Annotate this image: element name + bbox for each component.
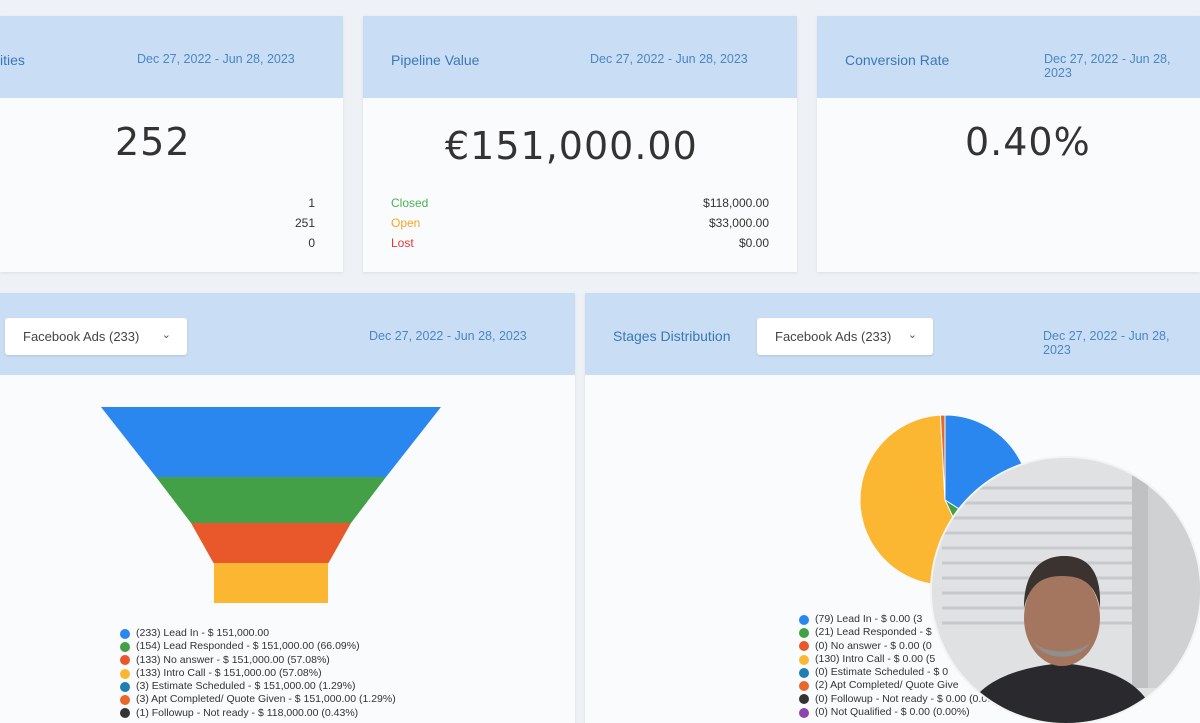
opportunities-card: ities Dec 27, 2022 - Jun 28, 2023 252 1 … bbox=[0, 16, 343, 272]
legend-item: (3) Apt Completed/ Quote Given - $ 151,0… bbox=[120, 693, 396, 706]
legend-item: (2) Apt Completed/ Quote Give bbox=[799, 679, 1006, 692]
legend-dot-icon bbox=[120, 681, 130, 692]
legend-label: (133) No answer - $ 151,000.00 (57.08%) bbox=[136, 653, 330, 666]
chevron-down-icon: ⌄ bbox=[161, 329, 171, 341]
legend-dot-icon bbox=[120, 641, 130, 652]
legend-dot-icon bbox=[799, 614, 809, 625]
stages-source-dropdown[interactable]: Facebook Ads (233) ⌄ bbox=[757, 318, 933, 355]
legend-item: (79) Lead In - $ 0.00 (3 bbox=[799, 613, 1006, 626]
conversion-date-range: Dec 27, 2022 - Jun 28, 2023 bbox=[1044, 52, 1171, 80]
legend-label: (0) Not Qualified - $ 0.00 (0.00%) bbox=[815, 706, 970, 719]
stages-source-dropdown-value: Facebook Ads (233) bbox=[775, 329, 892, 344]
legend-item: (0) Not Qualified - $ 0.00 (0.00%) bbox=[799, 706, 1006, 719]
legend-label: (0) Followup - Not ready - $ 0.00 (0.00%… bbox=[815, 692, 1006, 705]
legend-item: (21) Lead Responded - $ bbox=[799, 626, 1006, 639]
legend-item: (0) Estimate Scheduled - $ 0 bbox=[799, 666, 1006, 679]
conversion-card-header: Conversion Rate Dec 27, 2022 - Jun 28, 2… bbox=[817, 16, 1200, 98]
conversion-rate-card: Conversion Rate Dec 27, 2022 - Jun 28, 2… bbox=[817, 16, 1200, 272]
opportunities-row-3: 0 bbox=[308, 236, 315, 250]
legend-label: (2) Apt Completed/ Quote Give bbox=[815, 679, 959, 692]
funnel-segment-lead-in[interactable] bbox=[101, 407, 441, 477]
pipeline-value-card: Pipeline Value Dec 27, 2022 - Jun 28, 20… bbox=[363, 16, 797, 272]
funnel-legend: (233) Lead In - $ 151,000.00 (154) Lead R… bbox=[120, 627, 396, 720]
legend-item: (0) No answer - $ 0.00 (0 bbox=[799, 640, 1006, 653]
legend-label: (130) Intro Call - $ 0.00 (5 bbox=[815, 652, 936, 665]
presenter-video-icon bbox=[932, 458, 1200, 723]
legend-label: (0) Estimate Scheduled - $ 0 bbox=[815, 666, 949, 679]
legend-item: (3) Estimate Scheduled - $ 151,000.00 (1… bbox=[120, 680, 396, 693]
conversion-card-title: Conversion Rate bbox=[845, 52, 950, 68]
chevron-down-icon: ⌄ bbox=[907, 329, 917, 341]
funnel-source-dropdown[interactable]: Facebook Ads (233) ⌄ bbox=[5, 318, 187, 355]
pipeline-total-value: €151,000.00 bbox=[445, 124, 698, 168]
legend-dot-icon bbox=[799, 627, 809, 638]
pipeline-lost-label: Lost bbox=[391, 236, 414, 250]
legend-label: (3) Estimate Scheduled - $ 151,000.00 (1… bbox=[136, 680, 356, 693]
legend-label: (3) Apt Completed/ Quote Given - $ 151,0… bbox=[136, 693, 396, 706]
legend-label: (233) Lead In - $ 151,000.00 bbox=[136, 627, 270, 639]
legend-item: (154) Lead Responded - $ 151,000.00 (66.… bbox=[120, 640, 396, 653]
pipeline-open-label: Open bbox=[391, 216, 421, 230]
legend-dot-icon bbox=[799, 707, 809, 718]
legend-dot-icon bbox=[120, 668, 130, 679]
legend-dot-icon bbox=[120, 695, 130, 706]
legend-label: (133) Intro Call - $ 151,000.00 (57.08%) bbox=[136, 666, 322, 679]
opportunities-date-range: Dec 27, 2022 - Jun 28, 2023 bbox=[137, 52, 295, 66]
opportunities-row-2: 251 bbox=[294, 216, 315, 230]
pipeline-open-amount: $33,000.00 bbox=[708, 216, 769, 230]
pipeline-closed-amount: $118,000.00 bbox=[703, 196, 769, 210]
legend-dot-icon bbox=[799, 667, 809, 678]
legend-label: (1) Followup - Not ready - $ 118,000.00 … bbox=[136, 706, 359, 719]
opportunities-count: 252 bbox=[115, 120, 191, 164]
legend-dot-icon bbox=[120, 708, 130, 719]
stages-panel-title: Stages Distribution bbox=[613, 328, 731, 344]
funnel-panel-header: Facebook Ads (233) ⌄ Dec 27, 2022 - Jun … bbox=[0, 293, 575, 375]
legend-label: (0) No answer - $ 0.00 (0 bbox=[815, 639, 932, 652]
legend-dot-icon bbox=[799, 641, 809, 652]
conversion-rate-value: 0.40% bbox=[965, 120, 1091, 164]
pipeline-closed-label: Closed bbox=[391, 196, 429, 210]
pipeline-lost-amount: $0.00 bbox=[738, 236, 769, 250]
legend-dot-icon bbox=[799, 654, 809, 665]
webcam-overlay bbox=[932, 458, 1200, 723]
pipeline-card-title: Pipeline Value bbox=[391, 52, 480, 68]
legend-item: (233) Lead In - $ 151,000.00 bbox=[120, 627, 396, 640]
legend-dot-icon bbox=[120, 655, 130, 666]
funnel-segment-intro-call[interactable] bbox=[214, 563, 328, 603]
funnel-panel: Facebook Ads (233) ⌄ Dec 27, 2022 - Jun … bbox=[0, 293, 575, 723]
legend-item: (0) Followup - Not ready - $ 0.00 (0.00%… bbox=[799, 693, 1006, 706]
funnel-date-range: Dec 27, 2022 - Jun 28, 2023 bbox=[369, 329, 527, 343]
funnel-segment-no-answer[interactable] bbox=[191, 523, 351, 563]
opportunities-card-header: ities Dec 27, 2022 - Jun 28, 2023 bbox=[0, 16, 343, 98]
legend-dot-icon bbox=[799, 681, 809, 692]
pipeline-card-header: Pipeline Value Dec 27, 2022 - Jun 28, 20… bbox=[363, 16, 797, 98]
legend-dot-icon bbox=[120, 628, 130, 639]
stages-legend: (79) Lead In - $ 0.00 (3 (21) Lead Respon… bbox=[799, 613, 1006, 719]
funnel-source-dropdown-value: Facebook Ads (233) bbox=[23, 329, 140, 344]
pie-slice-apt-completed-quote-given[interactable] bbox=[939, 414, 946, 501]
legend-label: (154) Lead Responded - $ 151,000.00 (66.… bbox=[136, 640, 360, 653]
legend-item: (133) No answer - $ 151,000.00 (57.08%) bbox=[120, 654, 396, 667]
pipeline-date-range: Dec 27, 2022 - Jun 28, 2023 bbox=[590, 52, 748, 66]
opportunities-row-1: 1 bbox=[308, 196, 315, 210]
stages-date-range: Dec 27, 2022 - Jun 28, 2023 bbox=[1043, 329, 1170, 357]
legend-item: (133) Intro Call - $ 151,000.00 (57.08%) bbox=[120, 667, 396, 680]
legend-item: (130) Intro Call - $ 0.00 (5 bbox=[799, 653, 1006, 666]
legend-label: (79) Lead In - $ 0.00 (3 bbox=[815, 613, 923, 625]
legend-item: (1) Followup - Not ready - $ 118,000.00 … bbox=[120, 707, 396, 720]
funnel-segment-lead-responded[interactable] bbox=[156, 477, 386, 523]
funnel-chart bbox=[101, 407, 441, 603]
legend-dot-icon bbox=[799, 694, 809, 705]
opportunities-card-title: ities bbox=[0, 52, 25, 68]
legend-label: (21) Lead Responded - $ bbox=[815, 626, 932, 639]
stages-panel-header: Stages Distribution Facebook Ads (233) ⌄… bbox=[585, 293, 1200, 375]
